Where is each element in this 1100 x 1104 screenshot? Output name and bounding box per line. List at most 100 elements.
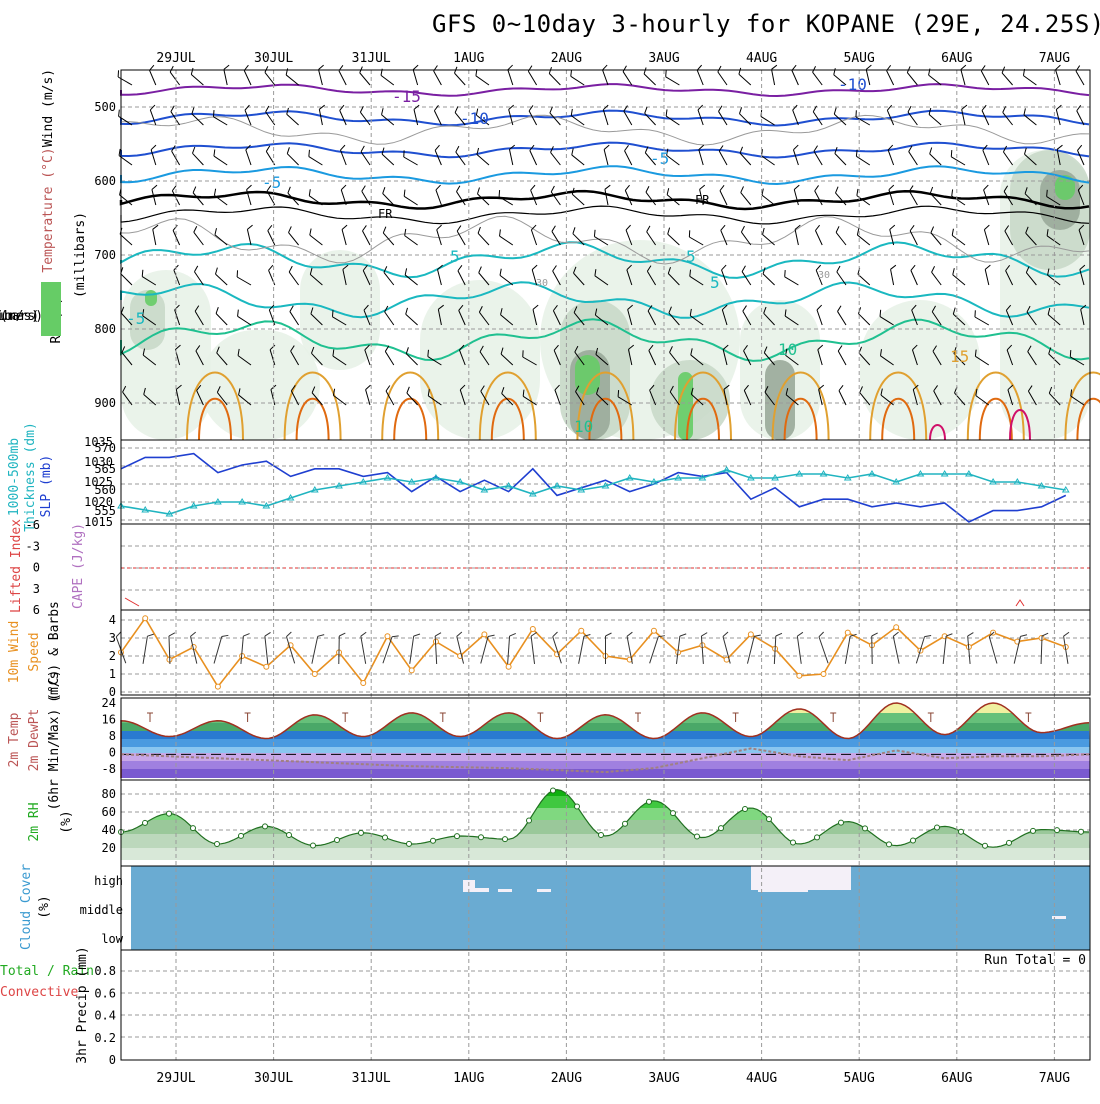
- rh-axis-label: (millibars): [0, 309, 43, 324]
- date-label-bottom: 6AUG: [941, 1071, 972, 1086]
- wind-barb: [435, 633, 443, 664]
- rh-point: [479, 835, 484, 840]
- precip-tick-label: 0.4: [94, 1009, 116, 1023]
- wind-barb: [318, 65, 328, 85]
- wind-barb: [623, 145, 637, 165]
- wind-barb: [263, 66, 279, 85]
- date-label-top: 29JUL: [156, 51, 195, 66]
- wind-barb: [782, 270, 801, 285]
- wind-barb: [967, 633, 976, 664]
- wind-barb: [812, 106, 828, 125]
- rh-point: [383, 835, 388, 840]
- date-label-bottom: 1AUG: [453, 1071, 484, 1086]
- wind-speed-line-point: [312, 672, 317, 677]
- temperature-band: [121, 761, 1090, 769]
- temperature-band: [121, 769, 1090, 778]
- wind-barb: [213, 268, 231, 285]
- lifted-index-tick-label: -3: [26, 539, 40, 553]
- wind-barb: [243, 65, 256, 85]
- slp-tick-label: 1030: [84, 455, 113, 469]
- rh-point: [431, 838, 436, 843]
- wind-barb: [697, 105, 709, 125]
- cloud-tick-label: high: [94, 874, 123, 888]
- rh-point: [935, 825, 940, 830]
- rh-point: [983, 843, 988, 848]
- rh-point: [359, 830, 364, 835]
- wind-barb: [379, 69, 398, 85]
- wind-barb: [115, 632, 131, 663]
- temperature-axis-label: Temperature (°C): [41, 147, 56, 272]
- temperature-band: [121, 747, 1090, 753]
- rh-band: [121, 796, 1090, 808]
- lifted-index-line: [125, 598, 139, 606]
- wind-barb: [739, 186, 756, 205]
- precip-tick-label: 0.8: [94, 964, 116, 978]
- wind-barb: [223, 65, 233, 85]
- wind-barb: [190, 107, 208, 125]
- wind-barb: [838, 385, 852, 405]
- wind-barb: [592, 230, 611, 245]
- wind-barb: [888, 185, 899, 205]
- rh-point: [407, 841, 412, 846]
- precip-axis-label: 3hr Precip (mm): [75, 946, 90, 1063]
- cloud-cover-fill: [131, 866, 1090, 950]
- wind-barb: [192, 226, 208, 245]
- rh-shading: [860, 300, 980, 440]
- wind-barb: [980, 65, 994, 85]
- rh-point: [167, 811, 172, 816]
- contour-label: -10: [838, 75, 867, 94]
- wind-barb: [527, 66, 542, 85]
- wind-barb: [716, 66, 732, 85]
- wind-barb: [361, 225, 375, 245]
- rh-tick-label: 60: [102, 805, 116, 819]
- wind-barb: [432, 65, 446, 85]
- rh-point: [863, 826, 868, 831]
- pressure-tick-label: 500: [94, 100, 116, 114]
- date-label-bottom: 7AUG: [1039, 1071, 1070, 1086]
- cape-axis-label: CAPE (J/kg): [71, 523, 86, 609]
- wind-barb: [960, 65, 971, 85]
- rh-point: [767, 817, 772, 822]
- max-temp-marker: [635, 713, 641, 722]
- thickness-axis-label: Thickness (dm): [23, 422, 38, 532]
- wind-speed-line-point: [215, 684, 220, 689]
- contour-label: 10: [574, 417, 593, 436]
- rh-shading: [765, 360, 795, 440]
- wind-barb: [760, 189, 779, 205]
- cloud-axis-label: Cloud Cover: [19, 864, 34, 950]
- date-label-bottom: 4AUG: [746, 1071, 777, 1086]
- wind-barb: [211, 149, 230, 165]
- precip-tick-label: 0.6: [94, 986, 116, 1000]
- wind-barb: [168, 66, 184, 85]
- run-total-label: Run Total = 0: [984, 953, 1086, 968]
- rh-point: [263, 824, 268, 829]
- temp2m-axis-label: 2m Temp: [7, 712, 22, 767]
- wind-barb: [621, 66, 636, 85]
- wind-barb: [666, 228, 684, 245]
- wind-speed-line-point: [264, 664, 269, 669]
- wind-barb: [507, 65, 519, 85]
- wind-barb: [907, 146, 922, 165]
- wind-barb: [926, 69, 945, 85]
- date-label-bottom: 31JUL: [352, 1071, 391, 1086]
- wind-barb: [569, 148, 588, 165]
- contour-label: FR: [695, 193, 710, 207]
- wind-barb: [434, 145, 447, 165]
- wind-barb: [116, 110, 135, 125]
- rh-tick-label: 20: [102, 841, 116, 855]
- wind-barb: [664, 109, 683, 125]
- wind-barb: [365, 385, 376, 405]
- wind-barb: [436, 225, 447, 245]
- slp-tick-label: 1015: [84, 515, 113, 529]
- wind-barb: [696, 65, 709, 85]
- rh-point: [1055, 828, 1060, 833]
- wind-barb: [984, 225, 995, 245]
- wind-barb: [360, 632, 371, 664]
- wind-speed-line-point: [797, 673, 802, 678]
- wind-speed-line-point: [821, 672, 826, 677]
- date-label-top: 2AUG: [551, 51, 582, 66]
- wind-barb: [832, 108, 850, 125]
- rh-contour: [121, 115, 1089, 145]
- wind-speed-line-point: [143, 616, 148, 621]
